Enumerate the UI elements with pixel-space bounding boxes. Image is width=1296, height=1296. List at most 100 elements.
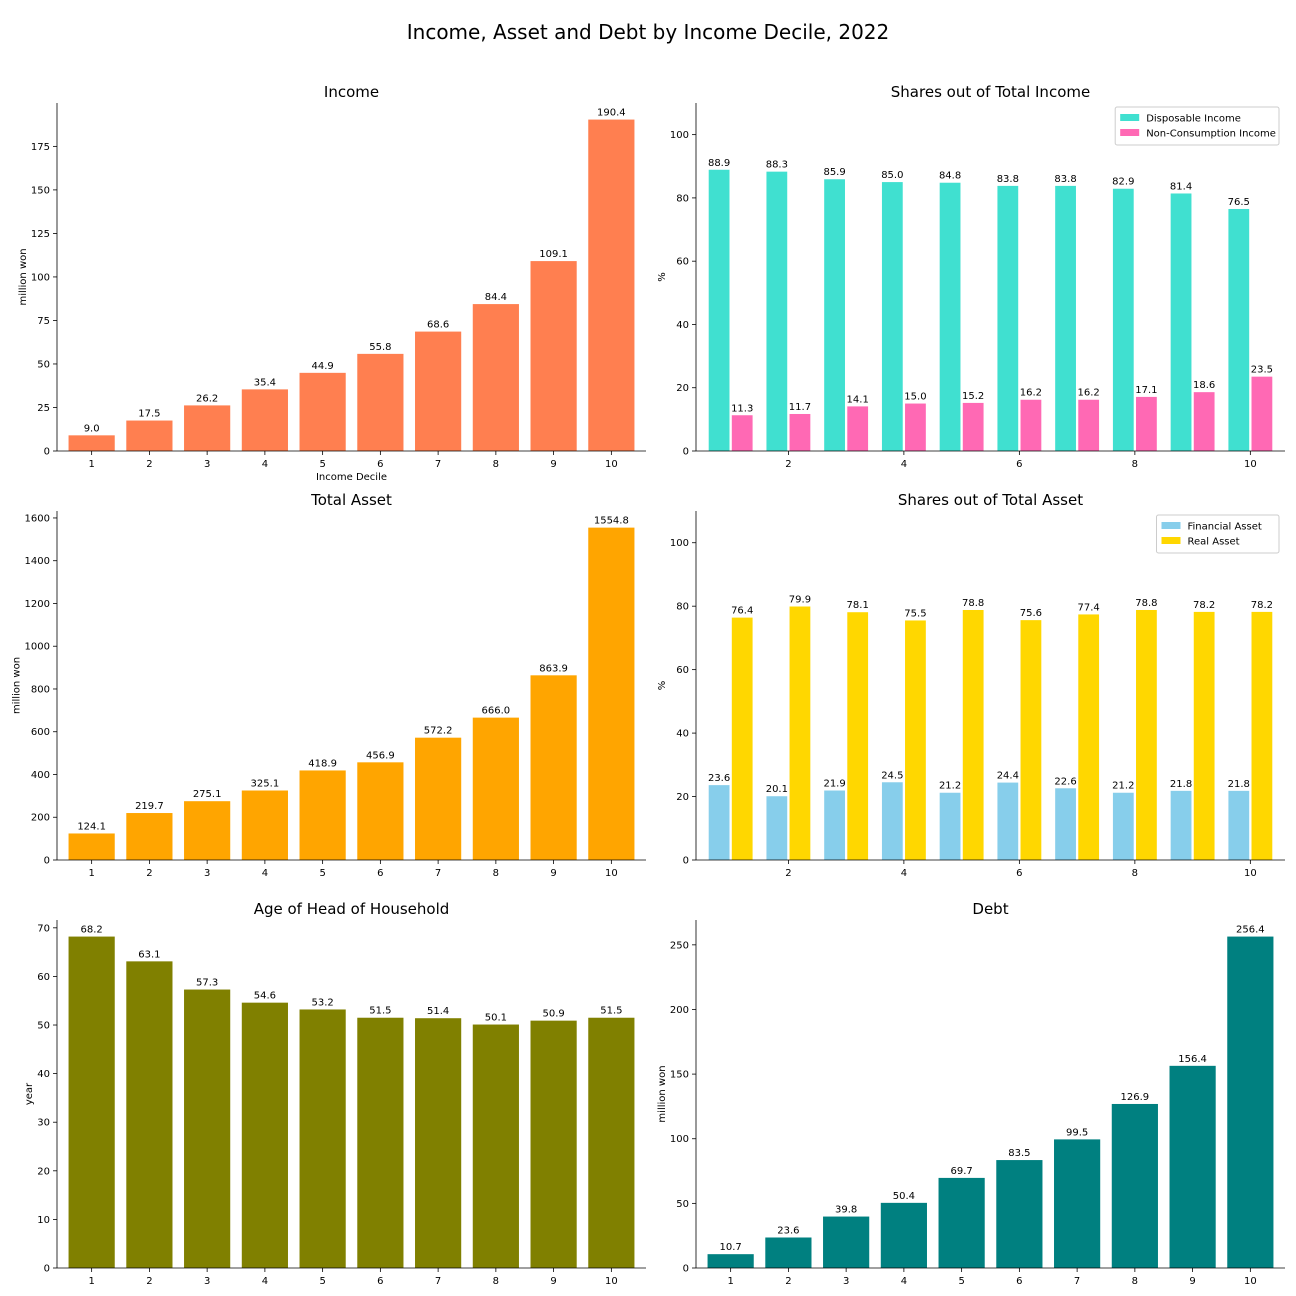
subplot-5: Age of Head of Household 68.2 63.1 57.3 54.6… bbox=[24, 900, 646, 1287]
x-tick-label: 9 bbox=[550, 868, 556, 879]
bar bbox=[357, 353, 404, 451]
bar bbox=[588, 119, 635, 452]
data-label: 78.2 bbox=[1193, 600, 1215, 611]
y-tick-label: 600 bbox=[31, 727, 50, 738]
data-label: 77.4 bbox=[1078, 602, 1100, 613]
y-axis-label: year bbox=[24, 1082, 35, 1105]
y-tick-label: 0 bbox=[44, 856, 50, 867]
x-tick-label: 8 bbox=[493, 1276, 499, 1287]
x-axis-label: Income Decile bbox=[316, 472, 387, 483]
data-label: 76.4 bbox=[731, 606, 753, 617]
x-tick-label: 6 bbox=[1016, 1276, 1022, 1287]
data-label: 126.9 bbox=[1121, 1092, 1150, 1103]
y-tick-label: 0 bbox=[44, 447, 50, 458]
y-tick-label: 100 bbox=[31, 272, 50, 283]
y-tick-label: 50 bbox=[37, 359, 50, 370]
bar bbox=[357, 762, 404, 860]
data-label: 24.4 bbox=[997, 771, 1019, 782]
legend-entry: Financial Asset bbox=[1188, 522, 1262, 533]
x-tick-label: 5 bbox=[958, 1276, 964, 1287]
x-tick-label: 4 bbox=[262, 1276, 268, 1287]
bar bbox=[1112, 792, 1134, 860]
subplot-title: Shares out of Total Income bbox=[891, 83, 1090, 101]
y-tick-label: 50 bbox=[37, 1021, 50, 1032]
y-axis-label: % bbox=[657, 681, 668, 691]
y-tick-label: 0 bbox=[683, 447, 689, 458]
x-tick-label: 8 bbox=[493, 459, 499, 470]
data-label: 18.6 bbox=[1193, 380, 1215, 391]
x-tick-label: 10 bbox=[605, 459, 618, 470]
data-label: 78.2 bbox=[1251, 600, 1273, 611]
data-label: 17.5 bbox=[138, 409, 160, 420]
data-label: 20.1 bbox=[766, 784, 788, 795]
data-label: 55.8 bbox=[369, 342, 391, 353]
y-tick-label: 60 bbox=[676, 665, 689, 676]
data-label: 83.5 bbox=[1008, 1148, 1030, 1159]
data-label: 53.2 bbox=[311, 997, 333, 1008]
bar bbox=[1193, 392, 1215, 451]
bar bbox=[241, 1002, 288, 1268]
bar bbox=[962, 609, 984, 860]
y-tick-label: 1000 bbox=[25, 642, 50, 653]
y-tick-label: 40 bbox=[37, 1069, 50, 1080]
y-tick-label: 80 bbox=[676, 193, 689, 204]
bar bbox=[184, 405, 231, 451]
y-tick-label: 40 bbox=[676, 320, 689, 331]
x-tick-label: 4 bbox=[262, 459, 268, 470]
data-label: 275.1 bbox=[193, 789, 222, 800]
y-tick-label: 20 bbox=[676, 792, 689, 803]
legend: Financial Asset Real Asset bbox=[1156, 514, 1280, 554]
subplot-3: Total Asset 124.1 219.7 275.1 325.1 418.9 456.… bbox=[11, 491, 646, 879]
data-label: 21.2 bbox=[939, 781, 961, 792]
subplot-title: Total Asset bbox=[310, 491, 392, 509]
data-label: 75.6 bbox=[1020, 608, 1042, 619]
legend-entry: Disposable Income bbox=[1146, 114, 1241, 125]
bar bbox=[241, 790, 288, 860]
bar bbox=[299, 770, 346, 860]
data-label: 11.7 bbox=[789, 402, 811, 413]
x-tick-label: 6 bbox=[377, 1276, 383, 1287]
x-tick-label: 3 bbox=[204, 459, 210, 470]
data-label: 57.3 bbox=[196, 978, 218, 989]
x-tick-label: 6 bbox=[377, 459, 383, 470]
bar bbox=[962, 402, 984, 451]
bar bbox=[1251, 611, 1273, 860]
data-label: 78.8 bbox=[1135, 598, 1157, 609]
y-tick-label: 30 bbox=[37, 1118, 50, 1129]
y-tick-label: 100 bbox=[670, 538, 689, 549]
y-axis-label: million won bbox=[657, 1065, 668, 1122]
y-tick-label: 800 bbox=[31, 684, 50, 695]
y-tick-label: 1200 bbox=[25, 599, 50, 610]
data-label: 325.1 bbox=[251, 779, 280, 790]
subplot-1: Income9.017.526.235.444.955.868.684.4109… bbox=[18, 83, 646, 483]
bar bbox=[789, 413, 811, 451]
data-label: 418.9 bbox=[308, 758, 337, 769]
bar bbox=[472, 1024, 519, 1268]
data-label: 9.0 bbox=[84, 423, 100, 434]
data-label: 51.5 bbox=[600, 1006, 622, 1017]
data-label: 50.4 bbox=[893, 1191, 915, 1202]
bar bbox=[1054, 1139, 1101, 1268]
bar bbox=[939, 182, 961, 451]
bar bbox=[731, 415, 753, 451]
data-label: 124.1 bbox=[77, 821, 106, 832]
bar bbox=[184, 989, 231, 1268]
data-label: 11.3 bbox=[731, 403, 753, 414]
bar bbox=[68, 936, 115, 1268]
x-tick-label: 1 bbox=[88, 1276, 94, 1287]
y-tick-label: 150 bbox=[31, 185, 50, 196]
bar bbox=[530, 1020, 577, 1268]
x-tick-label: 3 bbox=[843, 1276, 849, 1287]
legend-box bbox=[1156, 514, 1280, 554]
bar bbox=[1193, 611, 1215, 860]
bar bbox=[415, 1018, 462, 1268]
data-label: 82.9 bbox=[1112, 177, 1134, 188]
data-label: 68.6 bbox=[427, 320, 449, 331]
legend-swatch bbox=[1120, 114, 1140, 121]
data-label: 23.6 bbox=[708, 773, 730, 784]
bar bbox=[1228, 790, 1250, 860]
data-label: 456.9 bbox=[366, 750, 395, 761]
data-label: 44.9 bbox=[311, 361, 333, 372]
bar bbox=[1136, 609, 1157, 860]
x-tick-label: 8 bbox=[1132, 868, 1138, 879]
